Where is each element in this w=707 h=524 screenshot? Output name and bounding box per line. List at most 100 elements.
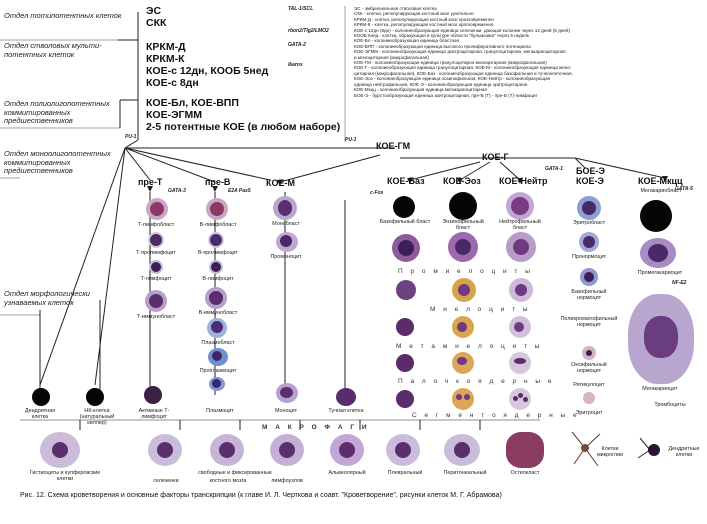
- section-mono-oligopotent: Отдел моноолигопотентных коммитированных…: [4, 149, 111, 175]
- promegakaryocyte-cell: [640, 238, 676, 268]
- plasmocyte-cell: [209, 377, 225, 391]
- label-band: П а л о ч к о я д е р н ы е: [398, 378, 555, 385]
- section-stem-multipotent: Отдел стволовых мульти-потентных клеток: [4, 41, 102, 59]
- baso-band-cell: [396, 354, 414, 372]
- header-koe-neytr: КОЕ-Нейтр: [499, 176, 548, 186]
- megakaryoblast-cell: [640, 200, 672, 232]
- legend-line: КОЕ-ВПП - колониеобразующая единица высо…: [354, 43, 531, 49]
- label-plasmoblast: Плазмобласт: [201, 340, 235, 346]
- header-koe-eoz: КОЕ-Эоз: [443, 176, 481, 186]
- label-krkm-d: КРКМ-Д: [146, 41, 186, 53]
- label-metamyelocytes: М е т а м и е л о ц и т ы: [396, 343, 543, 350]
- label-t-prolymphocyte: Т-пролимфоцит: [136, 250, 176, 256]
- megakaryocyte-cell: [628, 294, 694, 384]
- t-lymphoblast-cell: [146, 198, 168, 220]
- label-sck: СКК: [146, 17, 167, 29]
- eosinophilic-blast-cell: [449, 192, 477, 220]
- nk-cell: [86, 388, 104, 406]
- figure-caption: Рис. 12. Схема кроветворения и основные …: [20, 492, 502, 499]
- neut-segmented-cell: [509, 388, 531, 410]
- label-bone-marrow: костного мозга: [209, 478, 247, 484]
- neutrophilic-blast-cell: [506, 192, 534, 220]
- label-b-prolymphocyte: В-пролимфоцит: [197, 250, 239, 256]
- tf-cfos: c-Fos: [370, 190, 384, 196]
- label-pronormocyte: Пронормоцит: [571, 254, 607, 260]
- b-prolymphocyte-cell: [208, 232, 224, 248]
- tf-pu1-b: PU-1: [345, 137, 357, 143]
- microglia-body: [581, 444, 589, 452]
- label-microglia: Клетки микроглии: [596, 446, 624, 458]
- legend-line: КРКМ-Д - клетка, репопулирующая костный …: [354, 16, 494, 22]
- legend-line: ЭС - эмбриональная стволовая клетка: [354, 6, 437, 11]
- label-b-lymphocyte: В-лимфоцит: [202, 276, 234, 282]
- legend-line: КОЕ-Мкцц - колониеобразующая единица мег…: [354, 87, 487, 93]
- proplasmocyte-cell: [208, 348, 228, 366]
- legend: ЭС - эмбриональная стволовая клетка СКК -…: [354, 6, 704, 98]
- monoblast-cell: [273, 196, 297, 220]
- header-koe-baz: КОЕ-Баз: [387, 176, 425, 186]
- section-poly-oligopotent: Отдел полиолигопотентных коммитированных…: [4, 99, 110, 125]
- plasmoblast-cell: [207, 318, 227, 338]
- label-b-lymphoblast: В-лимфобласт: [199, 222, 237, 228]
- label-2-5-potent: 2-5 потентные КОЕ (в любом наборе): [146, 121, 341, 133]
- label-osteoclast: Остеокласт: [510, 470, 540, 476]
- neut-metamyelocyte-cell: [509, 316, 531, 338]
- label-nk-cell: НК-клетка (натуральный киллер): [79, 408, 115, 426]
- label-pleural: Плевральный: [387, 470, 423, 476]
- header-koe-gm: КОЕ-ГМ: [376, 141, 411, 151]
- label-megakaryoblast: Мегакариобласт: [640, 188, 682, 194]
- label-oxyphilic-normocyte: Оксифильный нормоцит: [571, 362, 607, 374]
- legend-line: КОЕ-с 12дн (8дн) - колониеобразующая еди…: [354, 27, 570, 33]
- header-koe-g: КОЕ-Г: [482, 152, 509, 162]
- tf-gata3: GATA-3: [168, 188, 186, 194]
- b-lymphocyte-cell: [209, 260, 223, 274]
- label-b-immunoblast: В-иммунобласт: [198, 310, 238, 316]
- header-koe-mkcc: КОЕ-Мкцц: [638, 176, 683, 186]
- tf-gata5: GATA-5: [675, 186, 693, 192]
- erythroblast-cell: [577, 196, 601, 220]
- label-macrophages: М А К Р О Ф А Г И: [262, 424, 370, 431]
- label-peritoneal: Перитонеальный: [443, 470, 487, 476]
- label-promegakaryocyte: Промегакариоцит: [637, 270, 683, 276]
- legend-line: БОЕ-Э - бурстообразующая единица эритроц…: [354, 92, 538, 98]
- label-t-lymphoblast: Т-лимфобласт: [137, 222, 175, 228]
- label-t-lymphocyte: Т-лимфоцит: [140, 276, 172, 282]
- legend-line: КОЕ-ЭГММ - колониеобразующая единица эри…: [354, 49, 566, 55]
- tf-rbon: rbon2/Tlg2/LMO2: [288, 28, 329, 34]
- label-dendritic-cell: Дендритная клетка: [24, 408, 56, 420]
- label-krkm-k: КРКМ-К: [146, 53, 185, 65]
- label-spleen: селезенки: [153, 478, 179, 484]
- header-boe-e: БОЕ-Э: [576, 166, 605, 176]
- label-plasmocyte: Плазмоцит: [206, 408, 234, 414]
- tf-tal1: TAL-1/SCL: [288, 6, 314, 12]
- legend-line: КООБ 5нед - клетка, образующая в культур…: [354, 33, 530, 39]
- label-koe-s8: КОЕ-с 8дн: [146, 77, 199, 89]
- label-koe-bl: КОЕ-Бл, КОЕ-ВПП: [146, 97, 239, 109]
- section-totipotent: Отдел тотипотентных клеток: [4, 11, 122, 20]
- tf-gata1: GATA-1: [545, 166, 563, 172]
- label-lymph-nodes: лимфоузлов: [271, 478, 303, 484]
- label-neutrophilic-blast: Нейтрофильный бласт: [499, 219, 541, 231]
- label-alveolar: Альвеолярный: [328, 470, 366, 476]
- header-koe-e: КОЕ-Э: [576, 176, 604, 186]
- label-segmented: С е г м е н т о я д е р н ы е: [412, 412, 580, 419]
- label-polychromatophilic-normocyte: Полихроматофильный нормоцит: [560, 316, 618, 328]
- label-koe-egmm: КОЕ-ЭГММ: [146, 109, 202, 121]
- label-es: ЭС: [146, 5, 162, 17]
- legend-line: единица нейтрофильная, КОЕ-Э - колониеоб…: [354, 81, 528, 87]
- mast-cell: [336, 388, 356, 406]
- legend-line: КОЕ-Г - колониеобразующая единица гранул…: [354, 65, 572, 71]
- label-monocyte: Моноцит: [274, 408, 298, 414]
- legend-line: КОЕ-Эоз - колониеобразующая единица эози…: [354, 76, 551, 82]
- label-dendritic-cells: Дендритные клетки: [668, 446, 700, 458]
- erythrocyte-cell: [583, 392, 595, 404]
- label-myelocytes: М и е л о ц и т ы: [430, 306, 531, 313]
- header-pre-b: пре-В: [205, 177, 231, 187]
- tf-gata2: GATA-2: [288, 42, 306, 48]
- label-erythrocyte: Эритроцит: [575, 410, 603, 416]
- neut-myelocyte-cell: [509, 278, 533, 302]
- basophilic-blast-cell: [393, 196, 415, 218]
- promonocyte-cell: [276, 232, 298, 252]
- oxyphilic-normocyte-cell: [582, 346, 596, 360]
- legend-line: КРКМ-К - клетка, репопулирующая костный …: [354, 22, 494, 28]
